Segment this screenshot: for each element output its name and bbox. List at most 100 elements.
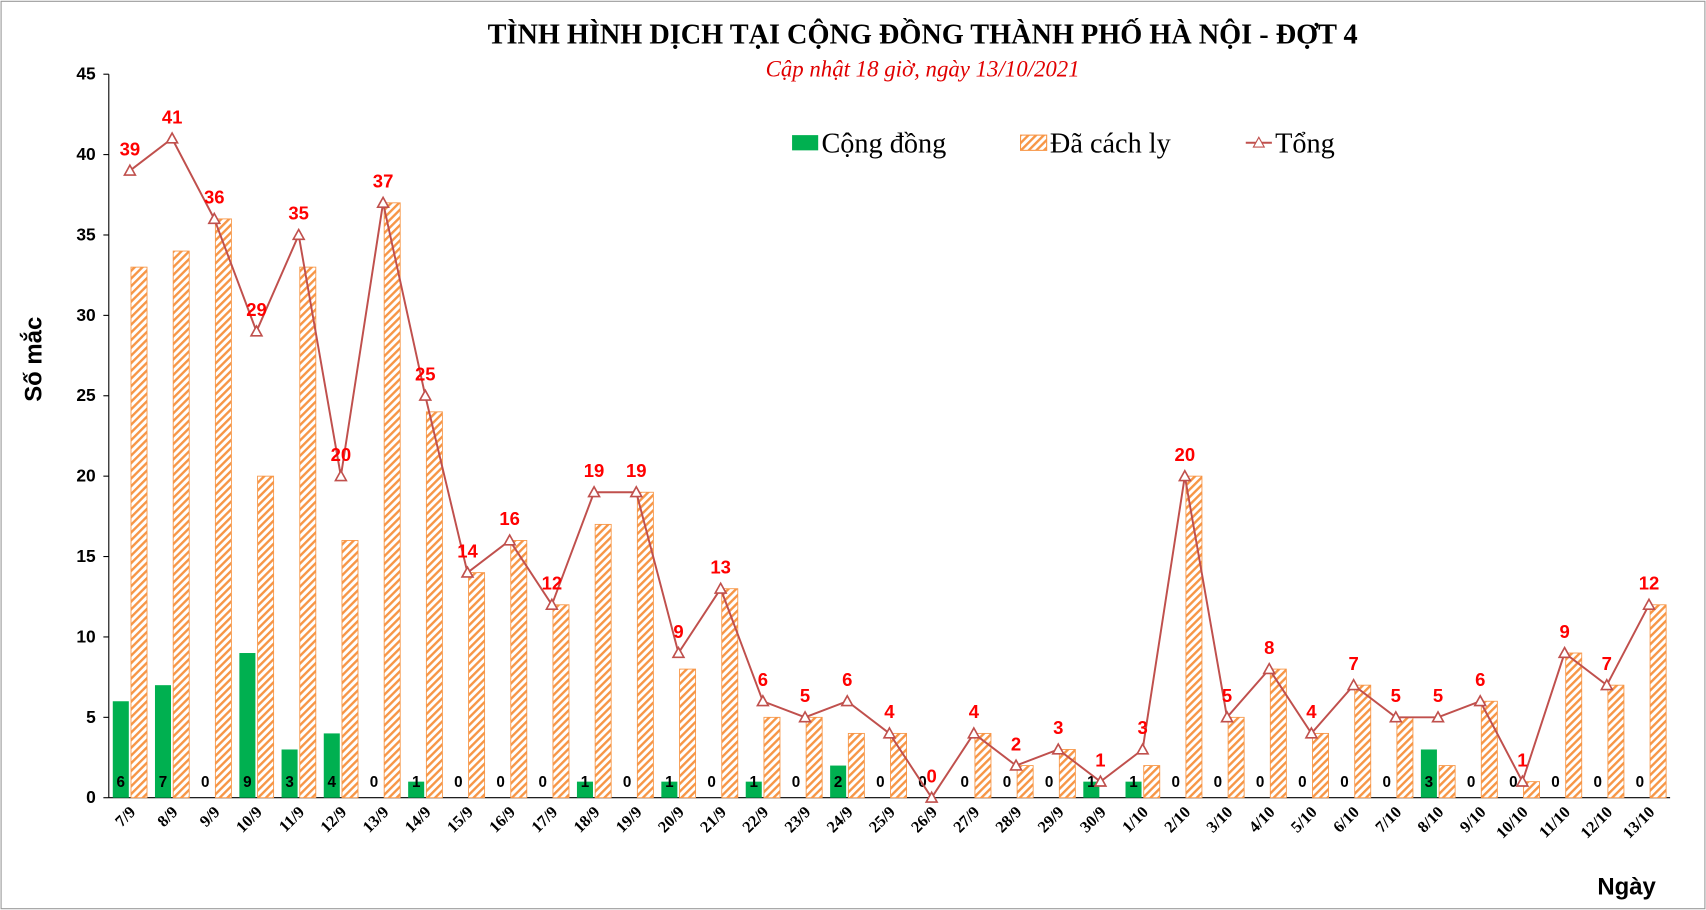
bar xyxy=(1125,781,1142,798)
bar-value-label: 1 xyxy=(665,774,674,791)
bar-value-label: 0 xyxy=(1467,774,1475,791)
line-value-label: 6 xyxy=(758,669,768,690)
line-value-label: 37 xyxy=(373,171,394,192)
bar xyxy=(130,266,148,799)
marker xyxy=(1599,678,1614,691)
bar xyxy=(1480,700,1498,799)
y-tick-label: 10 xyxy=(76,626,95,646)
bar xyxy=(172,250,190,799)
marker xyxy=(713,581,728,594)
bar-value-label: 0 xyxy=(792,774,800,791)
legend-marker xyxy=(1252,136,1266,148)
marker xyxy=(1178,469,1192,482)
bar-value-label: 0 xyxy=(707,774,715,791)
bar xyxy=(805,716,823,799)
bar-value-label: 0 xyxy=(201,774,209,791)
line-value-label: 4 xyxy=(1306,701,1317,722)
line-value-label: 39 xyxy=(120,138,141,159)
marker xyxy=(967,726,981,739)
marker xyxy=(1220,710,1234,723)
marker xyxy=(1473,694,1488,707)
y-tick-label: 35 xyxy=(76,224,96,244)
marker xyxy=(1557,645,1572,659)
bar xyxy=(763,716,781,799)
y-tick-label: 25 xyxy=(76,385,96,405)
y-tick-label: 0 xyxy=(86,787,96,807)
marker xyxy=(1515,774,1530,787)
bar-value-label: 1 xyxy=(1129,774,1138,791)
bar xyxy=(552,604,570,799)
line-value-label: 13 xyxy=(710,556,731,577)
x-axis-title: Ngày xyxy=(1597,874,1656,901)
bar xyxy=(468,572,486,799)
y-tick-label: 30 xyxy=(76,305,95,325)
bar-value-label: 6 xyxy=(117,774,125,791)
bar xyxy=(1016,765,1034,799)
bar-value-label: 0 xyxy=(454,774,462,791)
line-value-label: 5 xyxy=(800,685,810,706)
bar-value-label: 3 xyxy=(285,774,293,791)
bar xyxy=(890,732,908,799)
legend-label: Tổng xyxy=(1275,129,1335,160)
bar-value-label: 1 xyxy=(581,774,590,791)
bar-value-label: 9 xyxy=(243,774,251,791)
line-value-label: 12 xyxy=(542,573,563,594)
line-value-label: 8 xyxy=(1264,637,1274,658)
marker xyxy=(291,227,306,241)
line-value-label: 12 xyxy=(1639,573,1660,594)
bar-value-label: 0 xyxy=(1382,774,1390,791)
line-value-label: 3 xyxy=(1137,717,1147,738)
legend-label: Cộng đồng xyxy=(821,129,946,160)
bar xyxy=(847,732,865,799)
marker xyxy=(165,131,179,144)
marker xyxy=(1304,726,1319,739)
marker xyxy=(418,388,433,401)
bar xyxy=(341,540,359,799)
line-value-label: 1 xyxy=(1517,749,1527,770)
marker xyxy=(1642,597,1656,610)
y-tick-label: 20 xyxy=(76,466,95,486)
bar xyxy=(425,411,443,799)
bar-value-label: 4 xyxy=(328,774,337,791)
marker xyxy=(207,211,222,225)
marker xyxy=(671,645,686,659)
marker xyxy=(587,485,601,498)
bar xyxy=(299,266,317,799)
bar xyxy=(257,475,275,799)
bar-value-label: 0 xyxy=(1298,774,1306,791)
line-value-label: 6 xyxy=(842,669,852,690)
y-tick-label: 45 xyxy=(76,64,96,84)
line-value-label: 4 xyxy=(969,701,980,722)
bar-value-label: 0 xyxy=(876,774,884,791)
y-tick-label: 5 xyxy=(86,707,96,727)
bar xyxy=(679,668,697,799)
marker xyxy=(334,469,348,482)
bar xyxy=(154,685,172,798)
marker xyxy=(798,710,812,723)
marker xyxy=(629,485,644,498)
bar xyxy=(408,781,425,798)
bar xyxy=(323,733,340,798)
line-value-label: 1 xyxy=(1095,749,1105,770)
bar xyxy=(974,732,992,799)
marker xyxy=(1009,758,1023,771)
line-value-label: 9 xyxy=(1559,621,1569,642)
line-value-label: 6 xyxy=(1475,669,1485,690)
bar-value-label: 1 xyxy=(750,774,759,791)
line-value-label: 41 xyxy=(162,106,183,127)
bar-value-label: 2 xyxy=(834,774,842,791)
chart-title: TÌNH HÌNH DỊCH TẠI CỘNG ĐỒNG THÀNH PHỐ H… xyxy=(488,19,1358,51)
line-value-label: 29 xyxy=(246,299,267,320)
y-tick-label: 15 xyxy=(76,546,96,566)
line-value-label: 19 xyxy=(626,460,647,481)
legend-swatch xyxy=(1020,134,1048,151)
bar-value-label: 0 xyxy=(1340,774,1348,791)
chart-subtitle: Cập nhật 18 giờ, ngày 13/10/2021 xyxy=(766,56,1080,81)
bar xyxy=(1312,732,1329,799)
marker xyxy=(882,726,897,739)
line-value-label: 2 xyxy=(1011,733,1021,754)
bar-value-label: 7 xyxy=(159,774,167,791)
marker xyxy=(502,533,517,546)
bar xyxy=(1565,652,1583,799)
line-value-label: 0 xyxy=(927,765,937,786)
